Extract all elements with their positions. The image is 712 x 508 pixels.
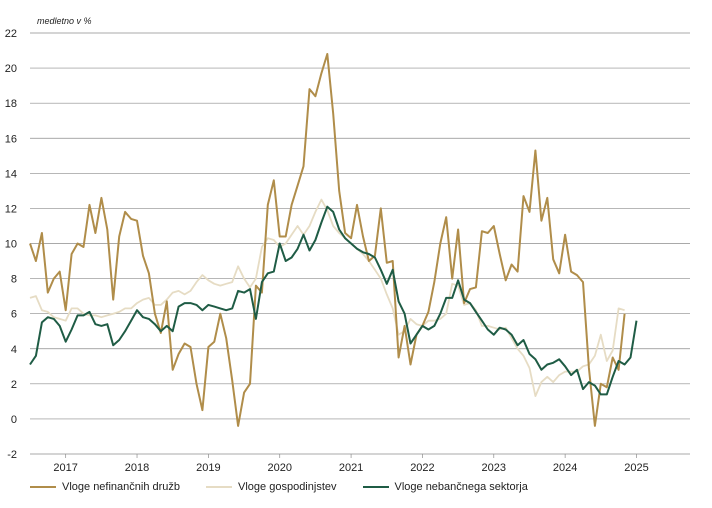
x-tick-label: 2019 <box>196 462 220 474</box>
x-tick-label: 2025 <box>624 462 648 474</box>
y-tick-label: 14 <box>5 168 17 180</box>
x-tick-label: 2021 <box>339 462 363 474</box>
legend-swatch <box>362 486 389 488</box>
y-axis-ticks: -2 0 2 4 6 8 10 12 14 16 18 20 22 <box>5 28 17 461</box>
y-tick-label: 8 <box>11 274 17 286</box>
x-tick-label: 2023 <box>482 462 506 474</box>
y-axis-unit-label: medletno v % <box>37 16 92 26</box>
legend-label: Vloge nebančnega sektorja <box>394 481 528 493</box>
legend-swatch <box>206 486 233 488</box>
legend-swatch <box>30 486 56 488</box>
y-tick-label: 20 <box>5 63 17 75</box>
x-tick-label: 2020 <box>267 462 291 474</box>
series-line-0 <box>29 53 626 427</box>
y-tick-label: 12 <box>5 203 17 215</box>
y-tick-label: 10 <box>5 239 17 251</box>
legend: Vloge nefinančnih družb Vloge gospodinjs… <box>30 481 528 493</box>
y-tick-label: -2 <box>7 449 17 461</box>
gridlines <box>30 32 690 455</box>
legend-item-households: Vloge gospodinjstev <box>206 481 337 493</box>
legend-label: Vloge nefinančnih družb <box>62 481 181 493</box>
y-tick-label: 4 <box>11 344 17 356</box>
series-line-2 <box>29 205 638 396</box>
x-tick-label: 2024 <box>553 462 577 474</box>
legend-item-nonbank: Vloge nebančnega sektorja <box>362 481 528 493</box>
y-tick-label: 0 <box>11 414 17 426</box>
x-tick-label: 2022 <box>410 462 434 474</box>
y-tick-label: 2 <box>11 379 17 391</box>
x-tick-label: 2017 <box>53 462 77 474</box>
y-tick-label: 6 <box>11 309 17 321</box>
x-tick-label: 2018 <box>125 462 149 474</box>
legend-item-nonfinancial: Vloge nefinančnih družb <box>30 481 180 493</box>
series-line-1 <box>29 198 625 398</box>
y-tick-label: 16 <box>5 133 17 145</box>
y-tick-label: 22 <box>5 28 17 40</box>
x-axis-ticks: 2017 2018 2019 2020 2021 2022 2023 2024 2025 <box>53 454 649 474</box>
series-lines <box>29 53 638 427</box>
legend-label: Vloge gospodinjstev <box>238 481 337 493</box>
y-tick-label: 18 <box>5 98 17 110</box>
